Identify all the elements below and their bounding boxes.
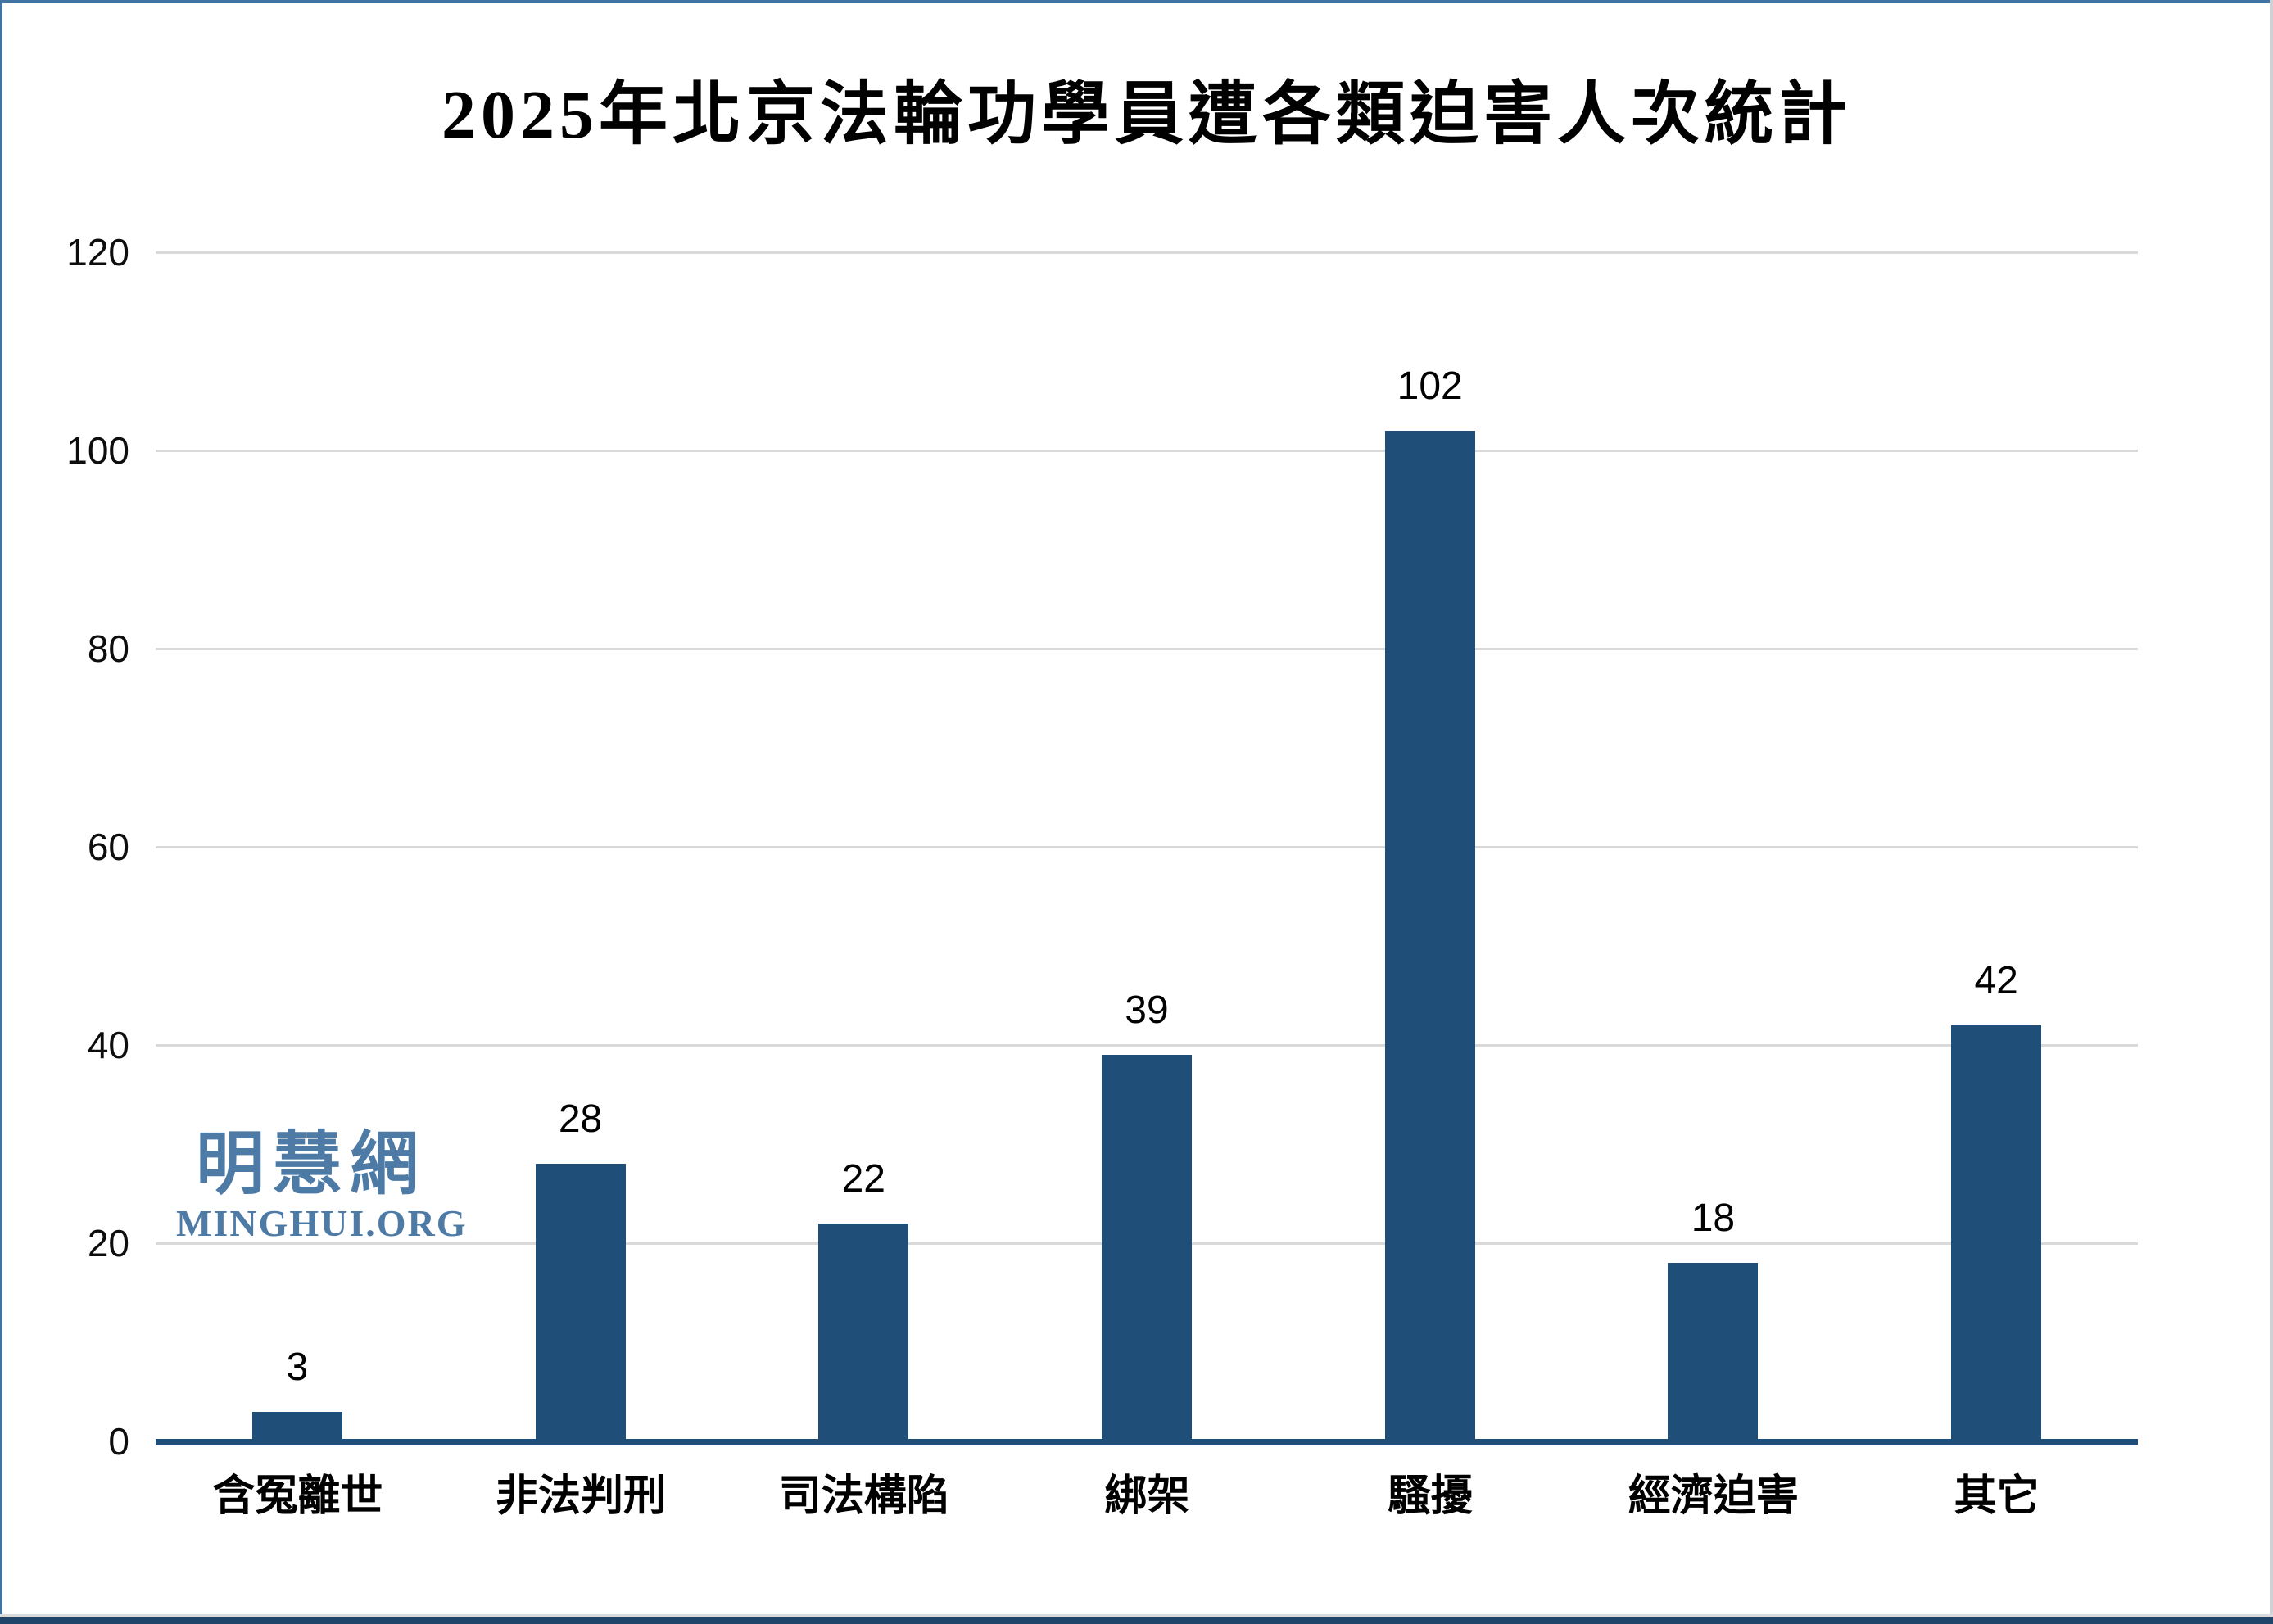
gridline-y-100 <box>156 449 2138 452</box>
y-axis-tick-label: 40 <box>87 1024 129 1066</box>
gridline-y-80 <box>156 647 2138 650</box>
bar-騷擾 <box>1384 430 1475 1445</box>
bar-其它 <box>1951 1025 2042 1445</box>
y-axis-tick-label: 100 <box>66 429 129 472</box>
x-axis-category-label: 非法判刑 <box>496 1473 667 1520</box>
y-axis-tick-label: 60 <box>87 826 129 868</box>
x-axis-category-label: 騷擾 <box>1388 1473 1474 1520</box>
x-axis-category-label: 經濟迫害 <box>1628 1473 1799 1520</box>
y-axis-tick-label: 0 <box>108 1420 129 1463</box>
frame-border-right <box>2270 0 2273 1624</box>
minghui-watermark: 明慧網 MINGHUI.ORG <box>176 1127 468 1245</box>
bar-司法構陷 <box>818 1223 909 1445</box>
bar-value-label: 28 <box>558 1097 603 1142</box>
watermark-latin-text: MINGHUI.ORG <box>176 1202 468 1244</box>
gridline-y-60 <box>156 845 2138 848</box>
frame-border-bottom-blue <box>0 1617 2273 1624</box>
x-axis-category-label: 綁架 <box>1104 1473 1190 1520</box>
bar-value-label: 3 <box>286 1345 309 1389</box>
bar-綁架 <box>1102 1055 1192 1445</box>
bar-value-label: 18 <box>1691 1197 1736 1241</box>
frame-border-bottom-gray <box>0 1614 2273 1617</box>
bar-經濟迫害 <box>1668 1263 1759 1445</box>
x-axis-category-label: 含冤離世 <box>212 1473 383 1520</box>
gridline-y-120 <box>156 251 2138 254</box>
x-axis-category-label: 司法構陷 <box>778 1473 949 1520</box>
y-axis-tick-label: 120 <box>66 231 129 274</box>
frame-border-top <box>0 0 2273 3</box>
bar-value-label: 39 <box>1125 988 1169 1033</box>
x-axis-line <box>156 1439 2138 1445</box>
y-axis-tick-label: 80 <box>87 627 129 670</box>
watermark-cjk-text: 明慧網 <box>195 1127 427 1203</box>
x-axis-category-label: 其它 <box>1954 1473 2040 1520</box>
frame-border-left <box>0 0 2 1624</box>
chart-title: 2025年北京法輪功學員遭各類迫害人次統計 <box>441 77 1852 153</box>
y-axis-tick-label: 20 <box>87 1222 129 1264</box>
gridline-y-40 <box>156 1043 2138 1047</box>
bar-value-label: 102 <box>1397 364 1463 408</box>
bar-非法判刑 <box>535 1164 626 1445</box>
bar-value-label: 22 <box>841 1156 885 1201</box>
bar-value-label: 42 <box>1974 958 2018 1002</box>
